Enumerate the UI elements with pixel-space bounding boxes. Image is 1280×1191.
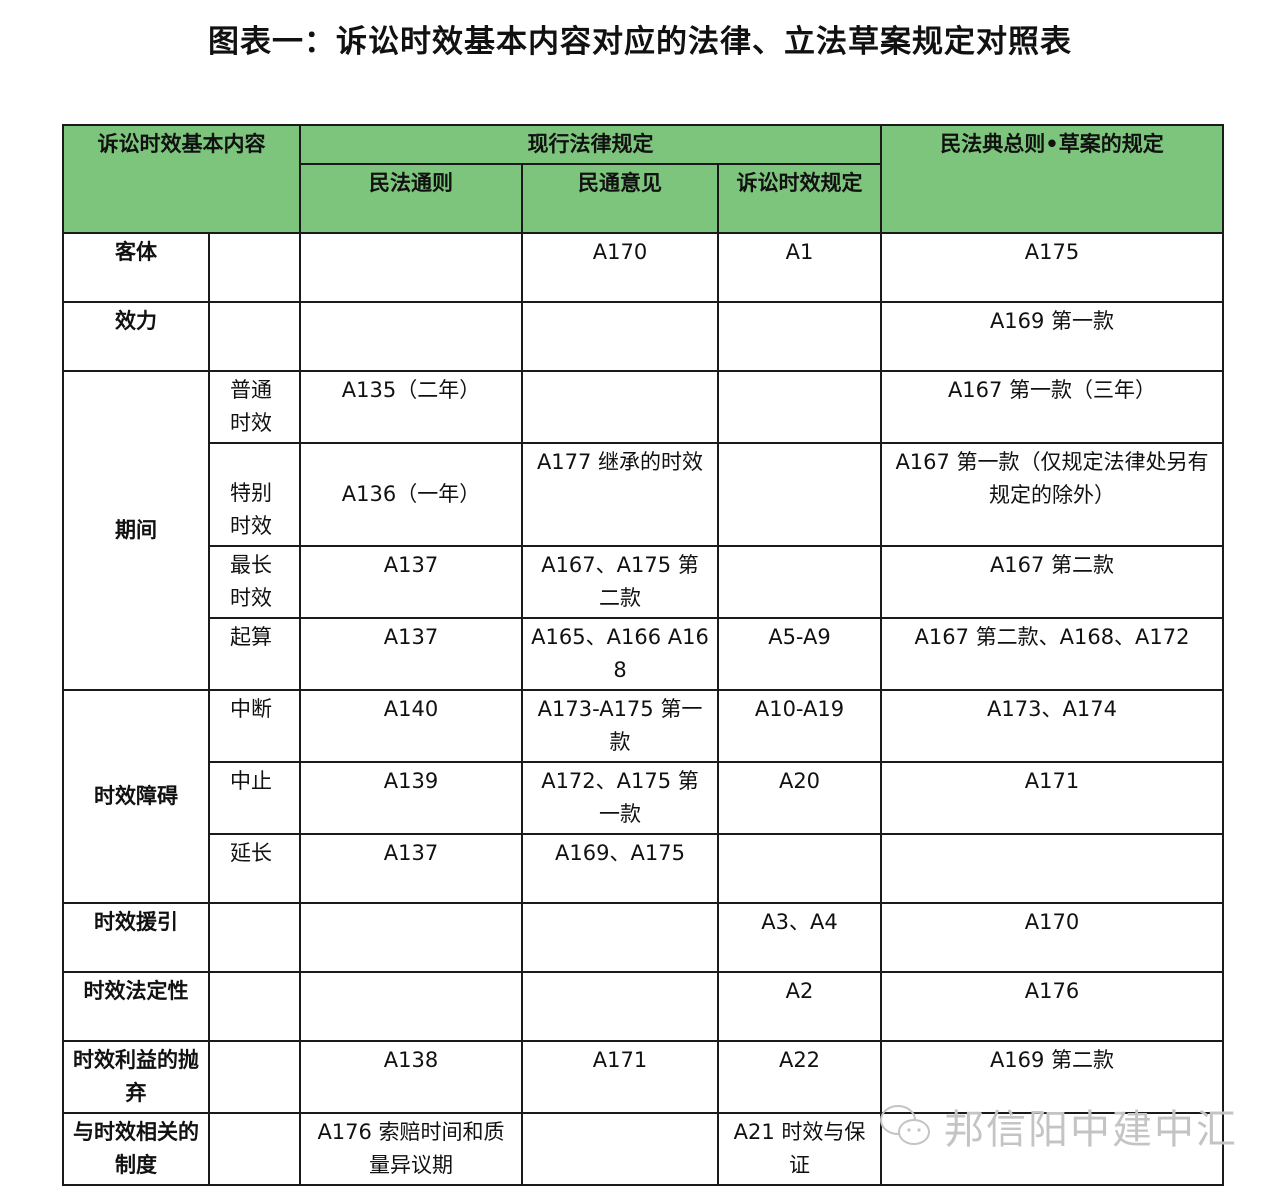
table-row: 时效利益的抛弃 A138 A171 A22 A169 第二款 [62,1040,1224,1114]
data-cell: A173、A174 [880,689,1224,763]
data-cell: A165、A166 A168 [521,617,719,691]
header-row: 诉讼时效基本内容 现行法律规定 民法典总则•草案的规定 [62,124,1224,234]
data-cell: A10-A19 [717,689,882,763]
category-cell: 客体 [62,232,210,303]
table-row: 效力 A169 第一款 [62,301,1224,372]
data-cell [299,232,523,303]
data-cell: A177 继承的时效 [521,442,719,547]
data-cell [717,833,882,904]
data-cell: A1 [717,232,882,303]
data-cell [521,902,719,973]
data-cell [521,301,719,372]
table-row: 时效法定性 A2 A176 [62,971,1224,1042]
data-cell [717,545,882,619]
subcategory-cell: 起算 [208,617,301,691]
data-cell: A176 [880,971,1224,1042]
data-cell: A139 [299,761,523,835]
header-current-law: 现行法律规定 [299,124,882,165]
data-cell: A22 [717,1040,882,1114]
data-cell: A137 [299,833,523,904]
comparison-table: 诉讼时效基本内容 现行法律规定 民法典总则•草案的规定 民法通则 民通意见 诉讼… [62,124,1224,1186]
data-cell: A140 [299,689,523,763]
subcategory-cell [208,1040,301,1114]
subcategory-cell: 中断 [208,689,301,763]
data-cell: A3、A4 [717,902,882,973]
category-cell: 与时效相关的制度 [62,1112,210,1186]
data-cell: A176 索赔时间和质量异议期 [299,1112,523,1186]
data-cell: A167 第一款（仅规定法律处另有规定的除外） [880,442,1224,547]
data-cell: A5-A9 [717,617,882,691]
table-row: 时效障碍 中断 A140 A173-A175 第一款 A10-A19 A173、A174 [62,689,1224,904]
page-title: 图表一：诉讼时效基本内容对应的法律、立法草案规定对照表 [208,24,1072,60]
table-row: 特别时效 A136（一年） A177 继承的时效 A167 第一款（仅规定法律处另有规… [63,442,1224,547]
data-cell [299,902,523,973]
data-cell: A170 [521,232,719,303]
data-cell: A137 [299,617,523,691]
header-draft: 民法典总则•草案的规定 [880,124,1224,234]
subcategory-cell: 普通时效 [208,370,301,444]
data-cell [717,370,882,444]
data-cell: A138 [299,1040,523,1114]
table-row: 延长 A137 A169、A175 [63,833,1224,904]
data-cell: A171 [521,1040,719,1114]
data-cell: A137 [299,545,523,619]
subcategory-cell: 延长 [208,833,301,904]
category-cell: 效力 [62,301,210,372]
data-cell: A169 第一款 [880,301,1224,372]
data-cell: A169、A175 [521,833,719,904]
table-row: 期间 普通时效 A135（二年） A167 第一款（三年） [62,370,1224,691]
data-cell: A135（二年） [299,370,523,444]
table-row: 中止 A139 A172、A175 第一款 A20 A171 [63,761,1224,835]
subcategory-cell [208,971,301,1042]
subcategory-cell: 最长时效 [208,545,301,619]
data-cell [717,442,882,547]
category-cell: 期间 [62,370,210,691]
header-sub-column: 民法通则 [299,163,523,234]
data-cell: A20 [717,761,882,835]
table-row: 最长时效 A137 A167、A175 第二款 A167 第二款 [63,545,1224,619]
table-row: 时效援引 A3、A4 A170 [62,902,1224,973]
subcategory-cell: 中止 [208,761,301,835]
header-sub-column: 民通意见 [521,163,719,234]
data-cell: A169 第二款 [880,1040,1224,1114]
subcategory-cell [208,301,301,372]
category-cell: 时效法定性 [62,971,210,1042]
subcategory-cell [208,232,301,303]
data-cell: A21 时效与保证 [717,1112,882,1186]
data-cell: A175 [880,232,1224,303]
category-cell: 时效利益的抛弃 [62,1040,210,1114]
subcategory-cell: 特别时效 [208,442,301,547]
data-cell: A170 [880,902,1224,973]
subcategory-cell [208,1112,301,1186]
data-cell: A167 第二款、A168、A172 [880,617,1224,691]
data-cell: A2 [717,971,882,1042]
data-cell: A167、A175 第二款 [521,545,719,619]
header-sub-column: 诉讼时效规定 [717,163,882,234]
header-basic-content: 诉讼时效基本内容 [62,124,301,234]
subheader-row: 民法通则 民通意见 诉讼时效规定 [63,163,1223,234]
data-cell [717,301,882,372]
data-cell [521,370,719,444]
table-row: 起算 A137 A165、A166 A168 A5-A9 A167 第二款、A168、A… [63,617,1224,691]
table-row: 客体 A170 A1 A175 [62,232,1224,303]
data-cell: A173-A175 第一款 [521,689,719,763]
category-cell: 时效障碍 [62,689,210,904]
data-cell: A136（一年） [299,442,523,547]
table-row: 与时效相关的制度 A176 索赔时间和质量异议期 A21 时效与保证 [62,1112,1224,1186]
data-cell [521,1112,719,1186]
data-cell [521,971,719,1042]
data-cell: A171 [880,761,1224,835]
subcategory-cell [208,902,301,973]
data-cell [299,301,523,372]
data-cell [299,971,523,1042]
data-cell: A167 第一款（三年） [880,370,1224,444]
data-cell: A167 第二款 [880,545,1224,619]
data-cell [880,1112,1224,1186]
data-cell: A172、A175 第一款 [521,761,719,835]
category-cell: 时效援引 [62,902,210,973]
data-cell [880,833,1224,904]
